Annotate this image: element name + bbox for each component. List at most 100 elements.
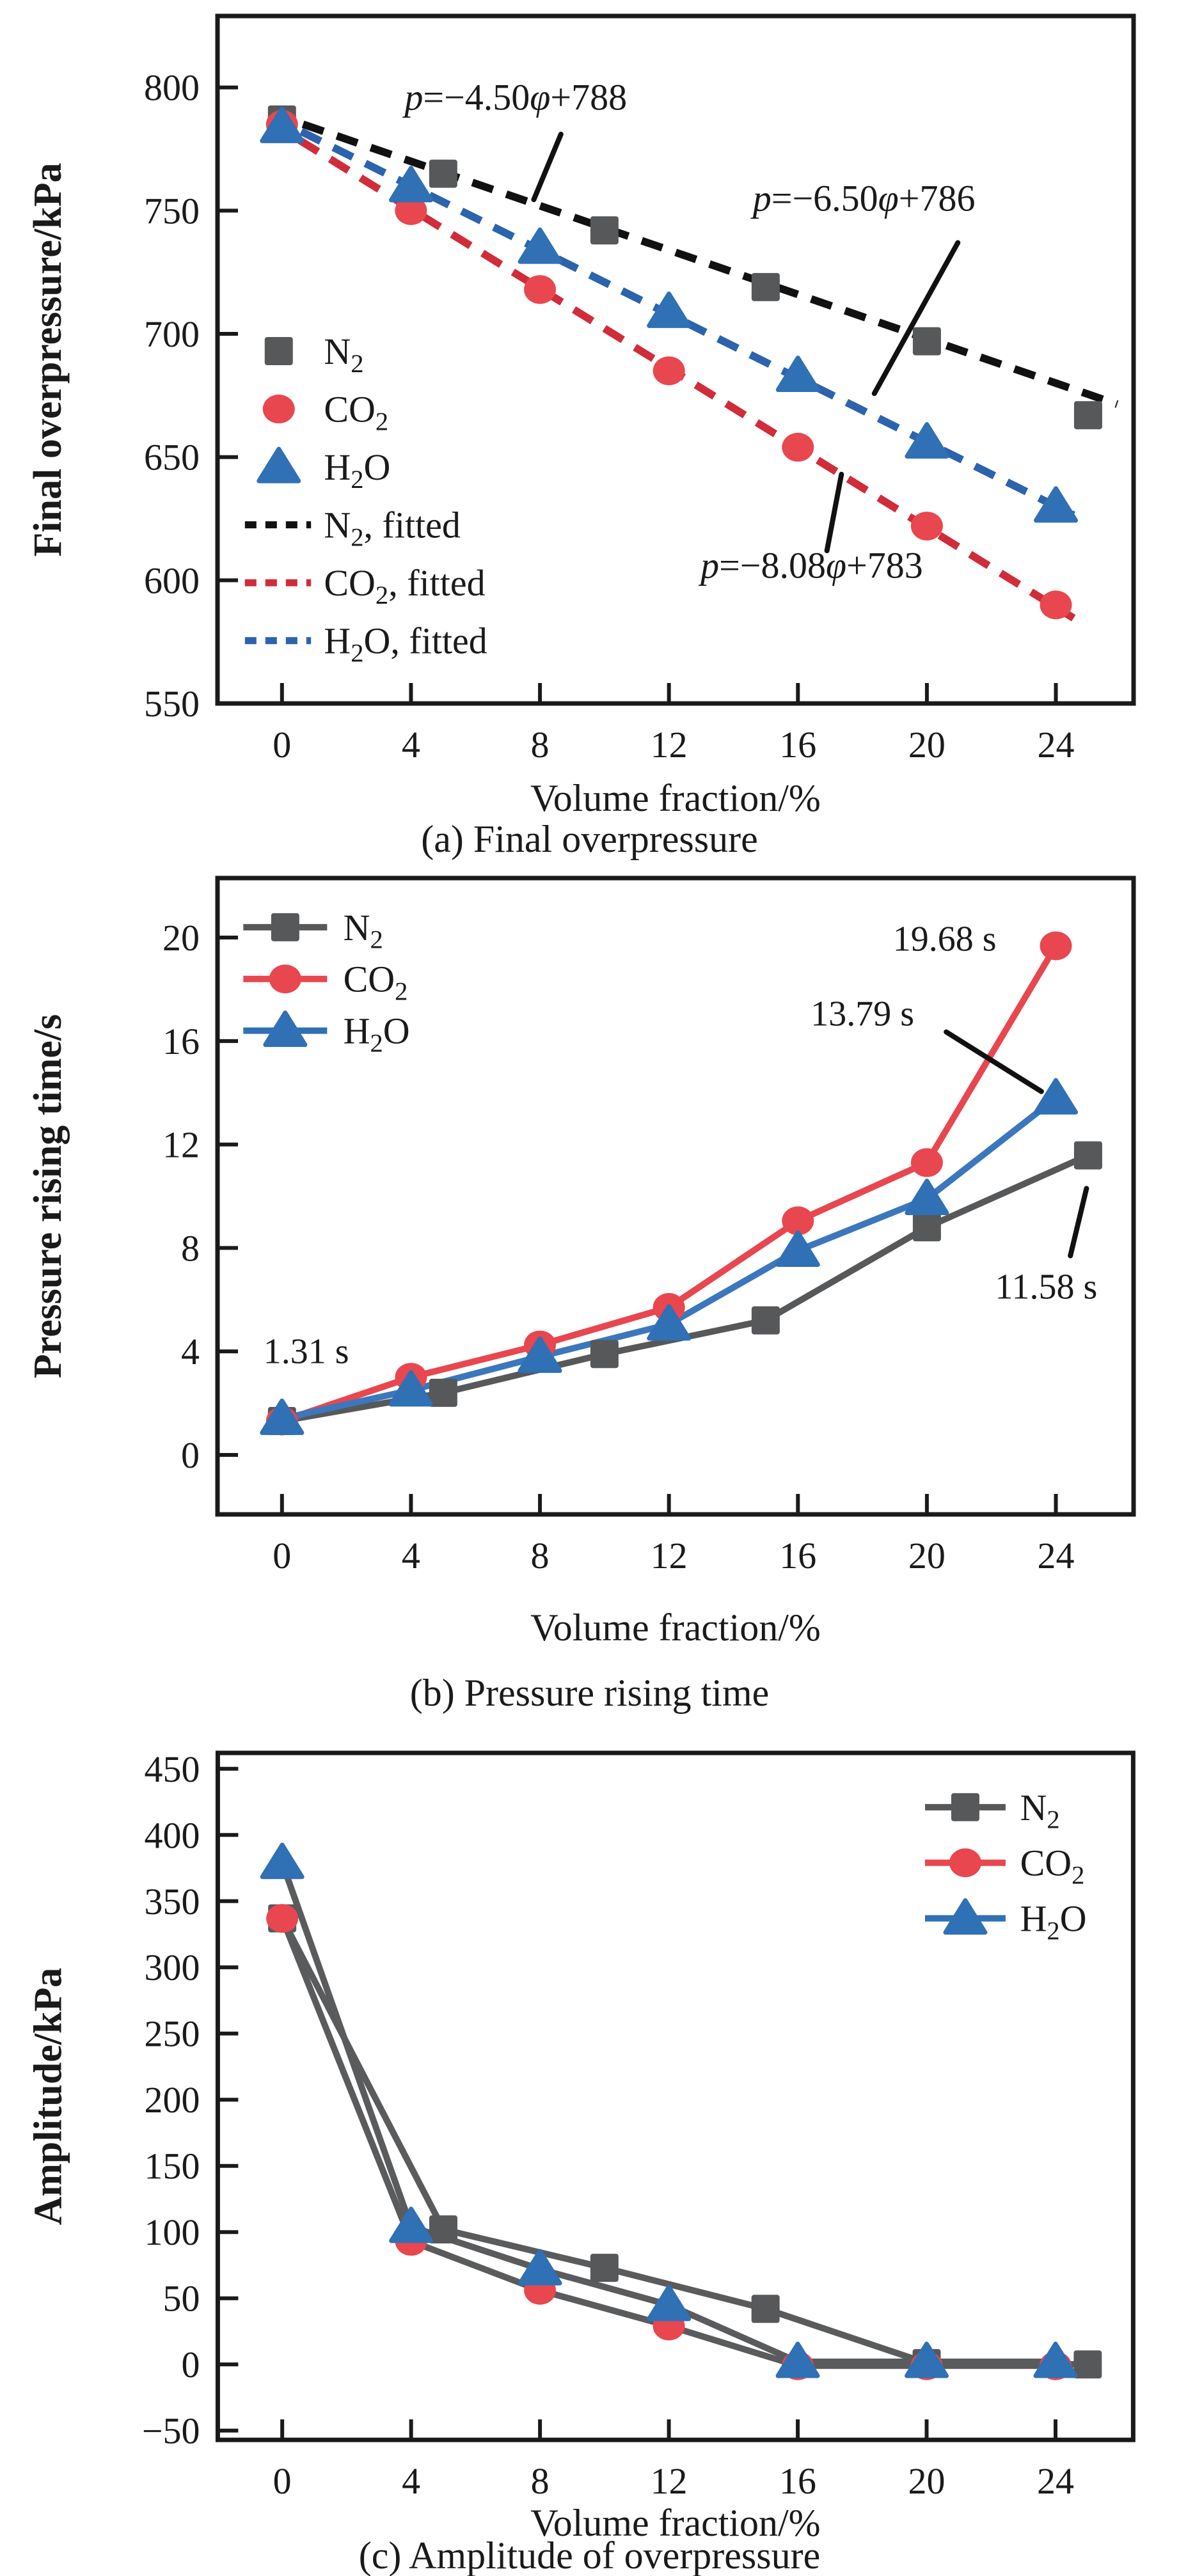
legend-label: CO2, fitted <box>324 562 485 609</box>
co2-point <box>910 1148 943 1177</box>
x-tick-label: 24 <box>1038 1535 1075 1576</box>
n2-point <box>1073 2350 1102 2379</box>
chart-c-panel: −50 0 50 100 150 200 250 300 350 400 450 0 4 8 12 16 20 2… <box>0 1718 1179 2576</box>
h2o-point <box>260 1842 305 1880</box>
legend-marker <box>949 1848 981 1878</box>
h2o-point <box>905 422 949 459</box>
annotation-pointer <box>871 240 961 397</box>
y-tick-label: 8 <box>181 1227 200 1269</box>
n2-point <box>590 1340 619 1369</box>
h2o-point <box>647 1304 692 1341</box>
plot-frame <box>215 13 1136 706</box>
co2-point <box>524 275 557 304</box>
plot-group: 0 4 8 12 16 20 0 4 8 12 16 20 24 1.31 s 19.68 s 13.79 s… <box>26 876 1136 1649</box>
h2o-point <box>647 291 692 328</box>
h2o-point <box>388 1370 433 1407</box>
legend-marker <box>263 1010 308 1048</box>
n2-line <box>279 1915 1091 2368</box>
legend-marker <box>269 964 301 994</box>
legend-label: CO2 <box>324 389 388 436</box>
x-tick-label: 24 <box>1037 2460 1074 2502</box>
h2o-point <box>518 1336 562 1373</box>
legend-marker <box>271 913 299 941</box>
y-axis-title: Amplitude/kPa <box>27 1968 70 2226</box>
y-tick-label: 0 <box>181 1434 200 1476</box>
annotation-label: 1.31 s <box>264 1331 349 1371</box>
n2-point <box>1073 1141 1102 1170</box>
y-tick-label: 100 <box>145 2211 200 2253</box>
legend-label: H2O <box>1020 1898 1087 1945</box>
x-tick-label: 16 <box>779 2460 816 2502</box>
co2-point <box>395 196 427 225</box>
annotation-pointer <box>531 131 564 203</box>
h2o-point <box>775 2341 820 2378</box>
annotation-label: 19.68 s <box>893 919 997 959</box>
legend-label: H2O <box>324 446 390 494</box>
n2-point <box>429 2215 457 2244</box>
n2-fit-equation: p=−4.50φ+788 <box>402 76 627 118</box>
co2-point <box>1040 931 1072 961</box>
annotation-pointer <box>824 471 844 554</box>
h2o-point <box>260 1398 305 1435</box>
y-tick-label: 200 <box>145 2079 200 2121</box>
x-tick-label: 20 <box>908 2460 946 2502</box>
co2-point <box>782 1206 814 1236</box>
plot-frame <box>215 1750 1135 2442</box>
y-tick-label: 16 <box>162 1021 200 1062</box>
h2o-point <box>775 356 820 393</box>
legend-label: N2 <box>344 907 383 954</box>
chart-a-panel: 550 600 650 700 750 800 0 4 8 12 16 20 24 p=−4.50φ+78… <box>0 0 1179 860</box>
legend-marker <box>951 1793 979 1821</box>
annotation-label: 11.58 s <box>995 1267 1098 1307</box>
legend-label: CO2 <box>1020 1842 1085 1890</box>
x-tick-label: 16 <box>779 724 816 766</box>
plot-group: −50 0 50 100 150 200 250 300 350 400 450 0 4 8 12 16 20 2… <box>27 1748 1135 2544</box>
x-tick-label: 4 <box>402 2460 420 2502</box>
x-tick-label: 12 <box>651 2460 688 2502</box>
y-tick-label: 600 <box>144 560 200 601</box>
y-tick-label: 750 <box>144 190 200 232</box>
legend-label: CO2 <box>344 959 408 1006</box>
legend-marker <box>257 446 301 483</box>
n2-point <box>751 1306 780 1335</box>
x-axis-title: Volume fraction/% <box>530 1606 821 1649</box>
y-tick-label: 300 <box>145 1947 200 1988</box>
h2o-point <box>260 106 305 143</box>
co2-point <box>1040 590 1072 620</box>
x-tick-label: 16 <box>779 1535 816 1576</box>
n2-point <box>590 216 619 245</box>
x-tick-label: 12 <box>651 1535 688 1576</box>
n2-point <box>912 327 941 356</box>
h2o-point <box>518 227 562 264</box>
x-tick-label: 8 <box>531 1535 550 1576</box>
n2-point <box>590 2254 619 2282</box>
legend-marker <box>943 1898 988 1935</box>
legend-label: N2 <box>1020 1787 1060 1834</box>
x-tick-label: 0 <box>273 1535 291 1576</box>
co2-point <box>782 432 814 462</box>
co2-fit-equation: p=−8.08φ+783 <box>698 544 923 586</box>
y-tick-label: 0 <box>181 2344 200 2385</box>
x-tick-label: 0 <box>273 2460 292 2502</box>
h2o-point <box>905 1179 949 1216</box>
y-tick-label: 50 <box>163 2278 200 2320</box>
chart-c-caption: (c) Amplitude of overpressure <box>358 2534 821 2576</box>
y-axis-title: Pressure rising time/s <box>26 1014 70 1378</box>
co2-point <box>266 1904 299 1933</box>
chart-c-canvas: −50 0 50 100 150 200 250 300 350 400 450 0 4 8 12 16 20 2… <box>27 1748 1135 2544</box>
h2o-point <box>518 2249 562 2286</box>
y-tick-label: 450 <box>145 1748 200 1790</box>
x-tick-label: 12 <box>651 724 688 766</box>
y-tick-label: 700 <box>144 313 200 355</box>
n2-point <box>1073 401 1102 430</box>
legend-marker <box>264 337 293 366</box>
y-tick-label: 12 <box>162 1124 200 1166</box>
x-tick-label: 4 <box>402 1535 420 1576</box>
h2o-point <box>647 2284 692 2321</box>
legend-marker <box>262 395 295 424</box>
plot-frame <box>215 876 1136 1517</box>
legend-label: H2O, fitted <box>324 620 487 668</box>
h2o-point <box>1034 1078 1079 1115</box>
x-tick-label: 8 <box>531 2460 550 2502</box>
x-tick-label: 4 <box>402 724 420 766</box>
